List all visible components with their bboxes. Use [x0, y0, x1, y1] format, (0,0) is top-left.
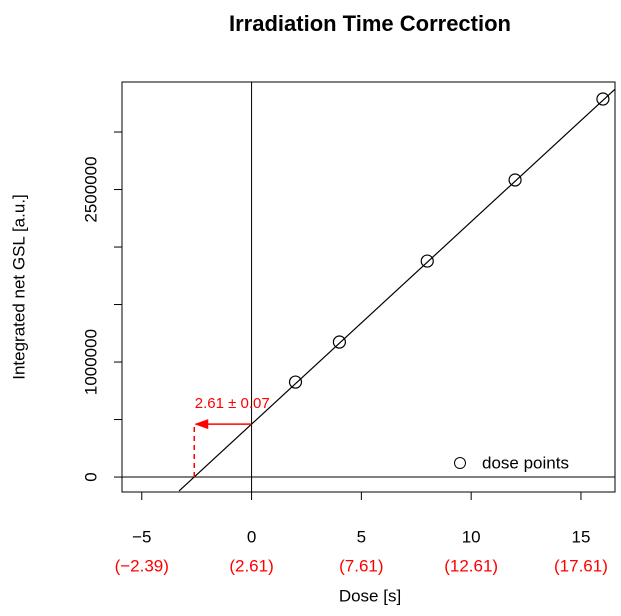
- legend-marker: [454, 457, 466, 470]
- y-tick-label: 2500000: [81, 156, 100, 222]
- y-tick-label: 1000000: [81, 329, 100, 395]
- chart-title: Irradiation Time Correction: [229, 11, 511, 36]
- x-axis-label: Dose [s]: [339, 586, 401, 605]
- data-point: [420, 254, 434, 268]
- fit-line: [178, 88, 615, 492]
- arrow-head: [194, 419, 209, 430]
- x-tick-label: 15: [572, 527, 591, 546]
- data-point: [508, 173, 522, 187]
- y-axis-label: Integrated net GSL [a.u.]: [9, 194, 28, 380]
- x-tick-label: 5: [357, 527, 366, 546]
- x-tick-label: 0: [247, 527, 256, 546]
- plot-frame: [121, 81, 616, 493]
- data-point: [288, 375, 303, 389]
- x2-tick-label: (7.61): [339, 556, 383, 575]
- legend-label: dose points: [482, 454, 569, 473]
- x2-tick-label: (12.61): [444, 556, 498, 575]
- x2-tick-label: (17.61): [554, 556, 608, 575]
- x2-tick-label: (−2.39): [115, 556, 169, 575]
- x2-tick-label: (2.61): [229, 556, 273, 575]
- data-point: [332, 335, 347, 349]
- data-point: [596, 92, 610, 106]
- y-tick-label: 0: [81, 472, 100, 481]
- x-tick-label: −5: [132, 527, 151, 546]
- annotation-label: 2.61 ± 0.07: [195, 395, 270, 412]
- x-tick-label: 10: [462, 527, 481, 546]
